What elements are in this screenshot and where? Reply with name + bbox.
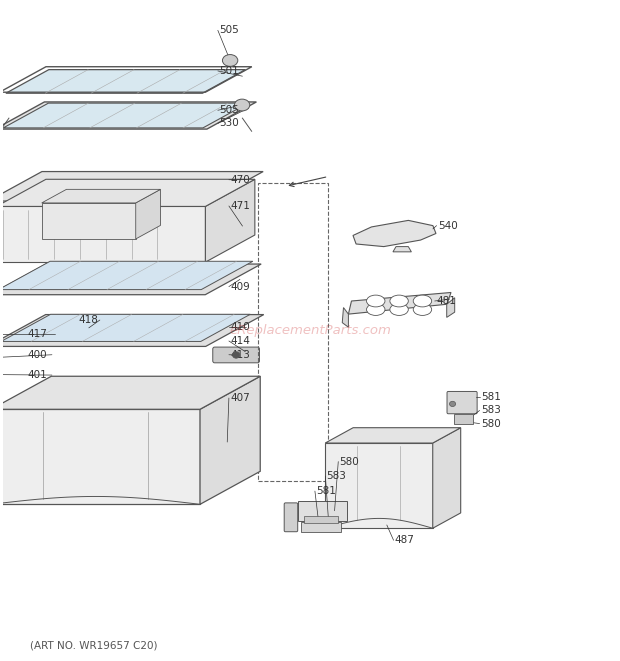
Ellipse shape (232, 352, 240, 358)
Text: (ART NO. WR19657 C20): (ART NO. WR19657 C20) (30, 640, 158, 650)
Text: 580: 580 (340, 457, 359, 467)
Text: 581: 581 (316, 486, 336, 496)
Ellipse shape (390, 295, 409, 307)
Polygon shape (205, 179, 255, 262)
FancyBboxPatch shape (298, 501, 347, 521)
Ellipse shape (390, 303, 409, 315)
Text: 487: 487 (395, 535, 415, 545)
Text: 583: 583 (481, 405, 501, 416)
Polygon shape (0, 264, 261, 295)
Text: 581: 581 (481, 393, 501, 403)
Ellipse shape (234, 99, 250, 111)
Polygon shape (42, 203, 136, 239)
Polygon shape (0, 102, 257, 129)
Text: 530: 530 (219, 118, 239, 128)
Polygon shape (393, 247, 412, 252)
Polygon shape (136, 189, 161, 239)
Text: 418: 418 (78, 315, 98, 325)
Text: 481: 481 (436, 296, 456, 306)
FancyBboxPatch shape (454, 414, 473, 424)
Text: 400: 400 (27, 350, 47, 360)
Text: 540: 540 (438, 221, 458, 231)
Text: 417: 417 (27, 329, 47, 339)
FancyBboxPatch shape (284, 503, 298, 531)
Polygon shape (0, 179, 255, 206)
Polygon shape (3, 103, 248, 128)
Text: 401: 401 (27, 370, 47, 380)
Text: 505: 505 (219, 105, 239, 115)
Polygon shape (42, 189, 161, 203)
Ellipse shape (450, 401, 456, 407)
Text: 501: 501 (219, 66, 239, 76)
Polygon shape (353, 220, 436, 247)
Bar (258, 183, 329, 481)
Ellipse shape (223, 55, 238, 66)
FancyBboxPatch shape (447, 391, 477, 414)
Text: 580: 580 (481, 418, 500, 428)
Ellipse shape (413, 295, 432, 307)
Polygon shape (0, 206, 205, 262)
Polygon shape (433, 428, 461, 528)
Text: 505: 505 (219, 25, 239, 35)
Polygon shape (447, 297, 454, 317)
FancyBboxPatch shape (304, 516, 338, 523)
Text: 413: 413 (230, 350, 250, 360)
Polygon shape (326, 428, 461, 443)
Polygon shape (326, 443, 433, 528)
Ellipse shape (413, 303, 432, 315)
Text: 407: 407 (230, 393, 250, 403)
Ellipse shape (366, 295, 385, 307)
Polygon shape (0, 315, 264, 346)
Text: 409: 409 (230, 282, 250, 292)
Text: 414: 414 (230, 336, 250, 346)
FancyBboxPatch shape (213, 347, 259, 363)
Text: 410: 410 (230, 321, 250, 332)
Ellipse shape (366, 303, 385, 315)
Polygon shape (1, 315, 250, 342)
Text: 583: 583 (327, 471, 347, 481)
Polygon shape (200, 376, 260, 504)
Polygon shape (0, 376, 260, 409)
Polygon shape (0, 261, 253, 290)
Polygon shape (6, 69, 246, 93)
Polygon shape (348, 292, 451, 314)
Polygon shape (0, 409, 200, 504)
FancyBboxPatch shape (301, 522, 341, 531)
Polygon shape (3, 103, 248, 128)
Polygon shape (342, 307, 348, 327)
Text: 471: 471 (230, 201, 250, 211)
Polygon shape (0, 172, 263, 201)
Text: eReplacementParts.com: eReplacementParts.com (229, 324, 391, 337)
Text: 470: 470 (230, 175, 250, 184)
